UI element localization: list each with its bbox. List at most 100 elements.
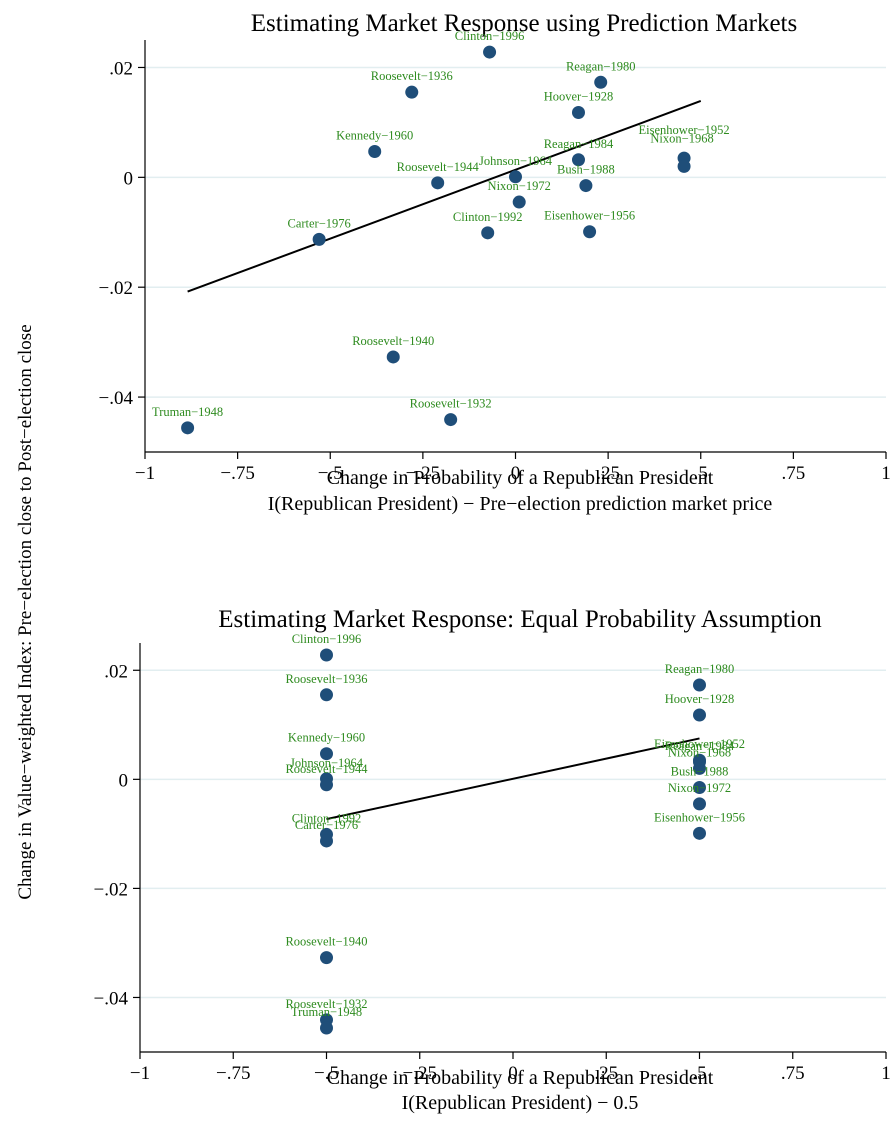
point-label: Reagan−1984 bbox=[544, 137, 614, 151]
point-label: Nixon−1972 bbox=[488, 179, 551, 193]
data-point bbox=[509, 170, 522, 184]
x-tick-label: −.75 bbox=[220, 463, 254, 484]
point-label: Johnson−1964 bbox=[479, 154, 553, 168]
x-tick-label: −.75 bbox=[216, 1063, 250, 1084]
point-label: Eisenhower−1956 bbox=[654, 810, 745, 824]
point-label: Johnson−1964 bbox=[290, 756, 364, 770]
scatter-panel-prediction-markets: .02 0 −.02 −.04 −1 −.75 −.5 −.25 0 .25 .5 .75 1 Estim… bbox=[99, 10, 891, 515]
data-point bbox=[481, 226, 495, 240]
point-label: Roosevelt−1932 bbox=[410, 397, 492, 411]
scatter-panel-equal-probability: .02 0 −.02 −.04 −1 −.75 −.5 −.25 0 .25 .5 .75 1 Estim… bbox=[94, 606, 891, 1114]
point-label: Carter−1976 bbox=[295, 818, 358, 832]
x-axis-label: Change in Probability of a Republican Pr… bbox=[327, 1067, 714, 1089]
point-label: Eisenhower−1956 bbox=[544, 209, 635, 223]
point-label: Roosevelt−1944 bbox=[397, 160, 480, 174]
point-label: Reagan−1980 bbox=[665, 662, 735, 676]
point-label: Truman−1948 bbox=[291, 1005, 362, 1019]
point-label: Nixon−1968 bbox=[650, 131, 713, 145]
x-tick-label: 0 bbox=[508, 1063, 518, 1084]
data-point bbox=[320, 1021, 333, 1035]
data-point bbox=[312, 232, 326, 246]
point-label: Truman−1948 bbox=[152, 405, 223, 419]
data-point bbox=[320, 747, 333, 761]
data-point bbox=[693, 678, 706, 692]
point-label: Kennedy−1960 bbox=[288, 731, 365, 745]
data-point bbox=[483, 45, 497, 59]
x-tick-label: .75 bbox=[782, 463, 806, 484]
y-tick-label: 0 bbox=[124, 168, 134, 189]
y-tick-label: −.04 bbox=[94, 988, 129, 1009]
y-tick-label: 0 bbox=[119, 770, 129, 791]
point-label: Hoover−1928 bbox=[665, 692, 735, 706]
point-label: Roosevelt−1944 bbox=[285, 762, 368, 776]
fitted-line bbox=[326, 737, 700, 821]
y-tick-label: −.02 bbox=[94, 879, 128, 900]
data-point bbox=[444, 413, 458, 427]
data-point bbox=[320, 951, 333, 965]
data-point bbox=[320, 778, 333, 792]
x-tick-label: .5 bbox=[692, 1063, 706, 1084]
point-label: Clinton−1996 bbox=[292, 632, 362, 646]
data-point bbox=[583, 225, 597, 239]
x-tick-label: −1 bbox=[135, 463, 155, 484]
data-point bbox=[677, 159, 691, 173]
data-point bbox=[431, 176, 445, 190]
x-tick-label: .25 bbox=[596, 463, 620, 484]
point-label: Reagan−1980 bbox=[566, 59, 636, 73]
data-point bbox=[693, 761, 706, 775]
point-label: Roosevelt−1936 bbox=[371, 69, 453, 83]
point-label: Eisenhower−1952 bbox=[654, 737, 745, 751]
point-label: Reagan−1984 bbox=[665, 739, 735, 753]
data-point bbox=[320, 834, 333, 848]
data-point bbox=[386, 350, 400, 364]
y-tick-label: .02 bbox=[104, 661, 128, 682]
shared-y-axis-label: Change in Value−weighted Index: Pre−elec… bbox=[15, 324, 36, 899]
chart-title: Estimating Market Response: Equal Probab… bbox=[218, 606, 822, 633]
point-label: Clinton−1992 bbox=[292, 811, 362, 825]
point-label: Roosevelt−1940 bbox=[285, 935, 367, 949]
data-point bbox=[693, 708, 706, 722]
data-point bbox=[320, 688, 333, 702]
x-tick-label: −.5 bbox=[314, 1063, 339, 1084]
data-point bbox=[181, 421, 195, 435]
x-tick-label: −.25 bbox=[403, 1063, 437, 1084]
point-label: Roosevelt−1932 bbox=[285, 997, 367, 1011]
data-point bbox=[594, 75, 608, 89]
x-tick-label: .75 bbox=[781, 1063, 805, 1084]
point-label: Carter−1976 bbox=[287, 216, 350, 230]
point-label: Nixon−1968 bbox=[668, 745, 731, 759]
x-tick-label: 1 bbox=[881, 1063, 891, 1084]
point-label: Kennedy−1960 bbox=[336, 129, 413, 143]
data-point bbox=[320, 648, 333, 662]
data-point bbox=[368, 145, 382, 159]
y-tick-label: −.02 bbox=[99, 278, 133, 299]
point-label: Nixon−1972 bbox=[668, 781, 731, 795]
data-point bbox=[571, 153, 585, 167]
x-tick-label: .25 bbox=[594, 1063, 618, 1084]
y-tick-label: .02 bbox=[109, 58, 133, 79]
fitted-line bbox=[187, 100, 702, 293]
x-tick-label: −1 bbox=[130, 1063, 150, 1084]
point-label: Clinton−1996 bbox=[455, 29, 525, 43]
x-axis-label-secondary: I(Republican President) − 0.5 bbox=[402, 1092, 639, 1114]
x-axis-label: Change in Probability of a Republican Pr… bbox=[327, 467, 714, 489]
data-point bbox=[512, 195, 526, 209]
x-tick-label: −.25 bbox=[406, 463, 440, 484]
y-tick-label: −.04 bbox=[99, 388, 134, 409]
point-label: Hoover−1928 bbox=[544, 90, 614, 104]
point-label: Roosevelt−1936 bbox=[285, 672, 367, 686]
data-point bbox=[693, 826, 706, 840]
point-label: Roosevelt−1940 bbox=[352, 334, 434, 348]
x-tick-label: 0 bbox=[511, 463, 521, 484]
point-label: Eisenhower−1952 bbox=[639, 123, 730, 137]
point-label: Bush−1988 bbox=[557, 163, 615, 177]
point-label: Bush−1988 bbox=[671, 765, 729, 779]
x-tick-label: −.5 bbox=[318, 463, 343, 484]
x-tick-label: 1 bbox=[881, 463, 891, 484]
data-point bbox=[405, 85, 419, 99]
x-axis-label-secondary: I(Republican President) − Pre−election p… bbox=[268, 493, 773, 515]
data-point bbox=[693, 797, 706, 811]
x-tick-label: .5 bbox=[694, 463, 708, 484]
data-point bbox=[579, 179, 593, 193]
